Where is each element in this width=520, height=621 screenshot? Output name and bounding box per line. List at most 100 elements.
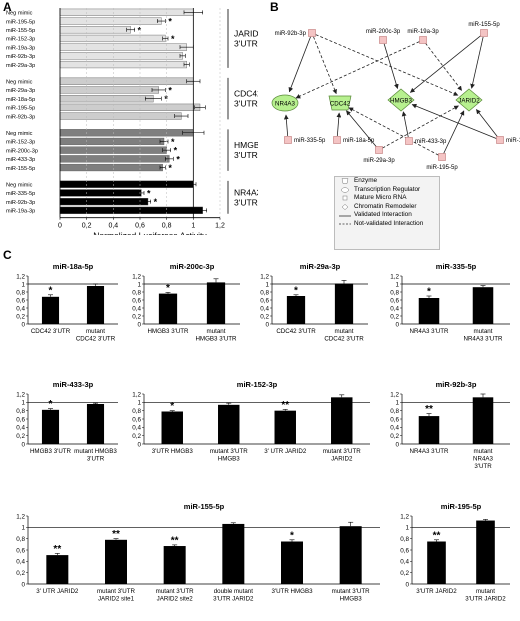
gene-label: CDC42 [330, 100, 351, 107]
x-category-label: 3'UTR JARID2 [465, 596, 506, 603]
mirna-label: miR-195-5p [426, 165, 458, 171]
y-tick-label: 1 [137, 400, 141, 407]
mirna-node [419, 36, 427, 44]
y-tick-label: 0,8 [16, 536, 25, 543]
legend-item: Mature Micro RNA [335, 194, 439, 203]
y-tick-label: 0,8 [132, 289, 141, 296]
bar-label: Neg mimic [6, 182, 33, 188]
bar-label: Neg mimic [6, 11, 33, 17]
bar [161, 411, 183, 444]
legend-label: Chromatin Remodeler [354, 202, 417, 210]
y-tick-label: 0,4 [16, 425, 25, 432]
y-tick-label: 0,4 [16, 559, 25, 566]
y-tick-label: 0 [395, 321, 399, 328]
y-tick-label: 1 [21, 400, 25, 407]
legend-item: Transcription Regulator [335, 186, 439, 195]
bar [59, 112, 182, 120]
mirna-label: miR-335-5p [294, 138, 326, 144]
validated-interaction [476, 109, 498, 138]
bar-label: miR-433-3p [6, 157, 35, 163]
mirna-label: miR-19a-3p [407, 29, 439, 35]
bar [59, 198, 149, 206]
x-category-label: 3'UTR [87, 456, 105, 463]
gene-label: HMGB3 [390, 97, 413, 104]
bar [59, 103, 201, 111]
y-tick-label: 0,6 [390, 297, 399, 304]
y-tick-label: 0 [21, 441, 25, 448]
y-tick-label: 0,2 [16, 313, 25, 320]
x-category-label: CDC42 3'UTR [276, 328, 316, 335]
y-tick-label: 0,4 [16, 305, 25, 312]
significance-mark: ** [281, 400, 289, 411]
bar [339, 526, 362, 584]
bar [476, 520, 495, 584]
bar-label: miR-152-3p [6, 37, 35, 43]
bar [274, 410, 296, 444]
bar-label: miR-195-5p [6, 106, 35, 112]
significance-mark: * [168, 85, 172, 95]
bar-label: miR-92b-3p [6, 54, 35, 60]
x-category-label: 3'UTR HMGB3 [152, 448, 194, 455]
x-category-label: 3' UTR JARID2 [264, 448, 307, 455]
mirna-node [480, 29, 488, 37]
x-category-label: mutant [476, 588, 495, 595]
bar [59, 155, 170, 163]
panel-a-letter: A [3, 0, 12, 14]
bar [59, 34, 166, 43]
y-tick-label: 0,2 [132, 433, 141, 440]
chromatin-remodeler-node [387, 88, 415, 112]
bar [59, 180, 194, 188]
y-tick-label: 0,2 [16, 570, 25, 577]
significance-mark: * [176, 154, 180, 164]
y-tick-label: 1 [405, 525, 409, 532]
bar [222, 523, 245, 584]
y-tick-label: 0,4 [390, 305, 399, 312]
legend-symbol-dashed [339, 223, 351, 225]
legend-label: Validated Interaction [354, 211, 412, 219]
bar-label: miR-155-5p [6, 166, 35, 172]
significance-mark: * [168, 163, 172, 173]
y-tick-label: 0,8 [390, 289, 399, 296]
y-tick-label: 1,2 [390, 391, 399, 398]
x-category-label: mutant 3'UTR [323, 448, 362, 455]
x-tick-label: 1,2 [215, 223, 225, 230]
y-tick-label: 0,2 [260, 313, 269, 320]
enzyme-node [328, 95, 352, 111]
y-tick-label: 1 [21, 525, 25, 532]
x-category-label: mutant [86, 328, 105, 335]
mirna-node [405, 137, 413, 145]
chart-title: miR-200c-3p [170, 262, 215, 271]
y-tick-label: 0,8 [16, 289, 25, 296]
chart-title: miR-433-3p [53, 380, 94, 389]
x-category-label: JARID2 site1 [98, 596, 135, 603]
x-category-label: CDC42 3'UTR [76, 336, 116, 343]
group-label: 3'UTR [234, 38, 258, 48]
transcription-regulator-node [271, 94, 299, 112]
validated-interaction [346, 110, 377, 148]
y-tick-label: 1 [137, 281, 141, 288]
significance-mark: ** [425, 404, 433, 415]
y-tick-label: 0,8 [390, 408, 399, 415]
validated-interaction [283, 114, 289, 137]
x-category-label: CDC42 3'UTR [31, 328, 71, 335]
bar-label: miR-195-5p [6, 19, 35, 25]
mirna-node [496, 136, 504, 144]
y-tick-label: 1 [265, 281, 269, 288]
legend-item: Enzyme [335, 177, 439, 186]
x-category-label: mutant 3'UTR [97, 588, 136, 595]
group-label: NR4A3 [234, 187, 258, 197]
y-tick-label: 1 [21, 281, 25, 288]
mirna-label: miR-200c-3p [366, 29, 401, 35]
significance-mark: * [171, 34, 175, 44]
y-tick-label: 0,2 [400, 570, 409, 577]
validated-interaction [411, 103, 497, 139]
bar [472, 287, 494, 324]
not-validated-interaction [313, 36, 337, 95]
group-label: JARID2 [234, 28, 258, 38]
x-category-label: mutant [335, 328, 354, 335]
significance-mark: * [170, 401, 174, 412]
y-tick-label: 1 [395, 400, 399, 407]
x-category-label: HMGB3 3'UTR [195, 336, 237, 343]
